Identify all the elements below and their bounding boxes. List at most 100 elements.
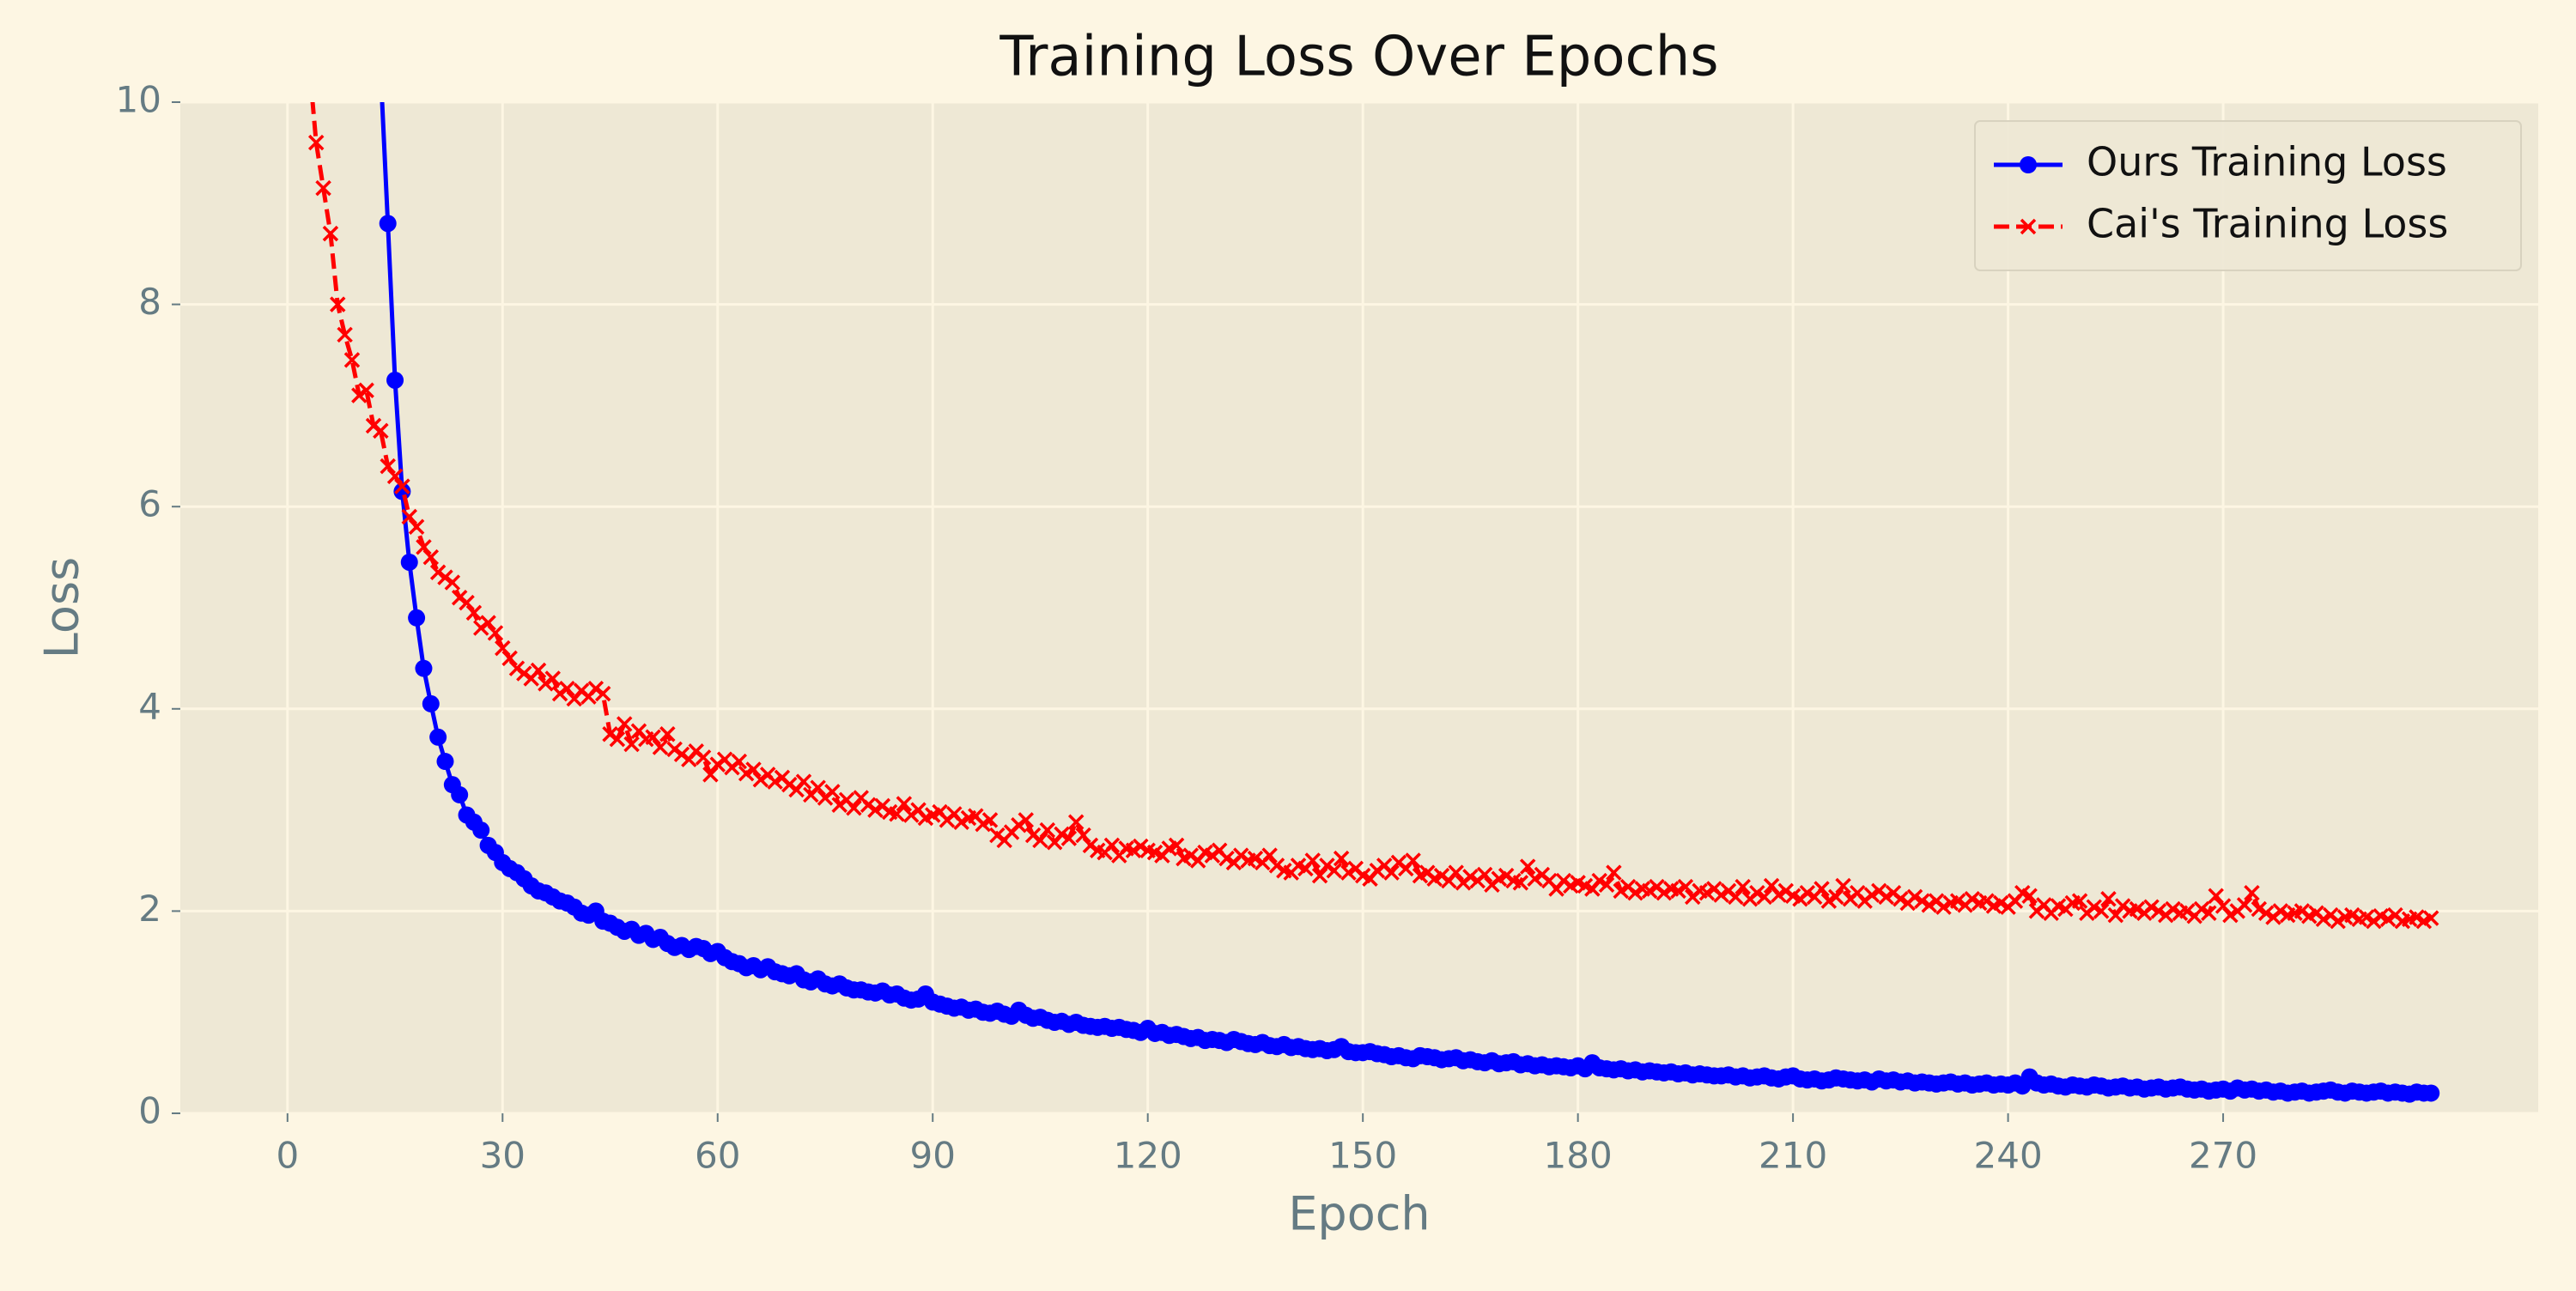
x-tick-label: 210 [1759, 1135, 1827, 1177]
x-marker [1814, 881, 1830, 897]
x-marker [386, 468, 404, 485]
x-marker [1598, 876, 1615, 894]
x-marker [480, 615, 496, 631]
x-marker [422, 549, 440, 566]
x-marker [343, 352, 361, 368]
y-axis-label: Loss [35, 557, 89, 658]
legend-box [1974, 120, 2522, 271]
y-tick-label: 10 [116, 79, 161, 121]
x-marker [609, 730, 626, 748]
x-marker [2021, 888, 2038, 904]
x-marker [1448, 864, 1464, 881]
ticks: 0 30 60 90 120 150 180 210 240 270 0 2 4 6 8 10 [116, 79, 2258, 1177]
point-marker [386, 371, 404, 389]
x-marker [1677, 878, 1694, 895]
x-marker [1311, 867, 1328, 884]
x-marker [1018, 812, 1035, 828]
point-marker [429, 728, 447, 746]
series-group [379, 102, 2440, 1103]
x-marker [1606, 864, 1622, 881]
x-marker [1827, 888, 1844, 906]
x-marker [1512, 875, 1529, 891]
point-marker [451, 785, 469, 803]
x-marker [2422, 910, 2439, 926]
x-marker [1756, 888, 1772, 906]
x-marker [380, 458, 396, 475]
x-marker [2208, 888, 2224, 904]
series-group [307, 102, 2439, 930]
x-marker [444, 574, 461, 591]
x-marker [1326, 863, 1343, 879]
x-tick-label: 30 [480, 1135, 526, 1177]
x-marker [659, 726, 676, 742]
point-marker [472, 821, 490, 839]
point-marker [422, 694, 440, 712]
chart-title: Training Loss Over Epochs [999, 26, 1718, 89]
x-marker [559, 681, 575, 697]
x-marker [487, 625, 504, 641]
point-marker [2020, 156, 2037, 173]
x-marker [1168, 837, 1185, 854]
x-marker [731, 753, 748, 770]
x-tick-label: 150 [1328, 1135, 1397, 1177]
x-marker [465, 604, 483, 621]
x-marker [315, 179, 331, 197]
x-marker [2071, 893, 2088, 909]
x-tick-label: 0 [276, 1135, 299, 1177]
x-marker [1835, 877, 1851, 894]
x-tick-label: 180 [1544, 1135, 1613, 1177]
x-marker [501, 650, 518, 667]
x-marker [416, 539, 432, 555]
x-marker [1261, 847, 1278, 864]
x-marker [1405, 852, 1421, 869]
y-tick-label: 0 [138, 1090, 161, 1132]
x-marker [2236, 897, 2253, 913]
x-marker [1383, 864, 1400, 881]
x-marker [1735, 878, 1751, 895]
x-marker [1728, 888, 1744, 906]
x-marker [1032, 832, 1048, 849]
x-marker [2020, 218, 2037, 235]
x-marker [1067, 814, 1084, 830]
x-marker [1519, 858, 1536, 875]
y-tick-label: 6 [138, 483, 161, 525]
series-layer [307, 102, 2440, 1103]
grid [180, 100, 2538, 1115]
x-tick-label: 120 [1114, 1135, 1182, 1177]
x-tick-label: 90 [910, 1135, 956, 1177]
x-marker [459, 594, 475, 611]
legend: Ours Training Loss Cai's Training Loss [1974, 120, 2522, 271]
x-marker [896, 796, 913, 812]
x-marker [2201, 905, 2217, 921]
x-marker [530, 662, 547, 679]
x-marker [495, 639, 511, 657]
x-marker [373, 422, 389, 439]
x-marker [401, 508, 417, 525]
point-marker [400, 553, 418, 571]
x-marker [1075, 827, 1091, 844]
y-tick-label: 4 [138, 685, 161, 727]
x-tick-label: 240 [1974, 1135, 2043, 1177]
x-marker [1060, 830, 1078, 846]
point-marker [2422, 1084, 2440, 1102]
x-marker [824, 784, 841, 800]
x-tick-label: 60 [695, 1135, 740, 1177]
x-marker [889, 806, 905, 822]
x-marker [645, 729, 661, 746]
legend-label: Ours Training Loss [2087, 139, 2447, 185]
x-marker [2244, 884, 2260, 901]
x-marker [810, 779, 826, 796]
point-marker [408, 609, 426, 627]
x-marker [544, 670, 561, 687]
point-marker [379, 215, 397, 233]
x-marker [408, 518, 425, 535]
x-marker [616, 716, 633, 732]
legend-label: Cai's Training Loss [2087, 201, 2448, 247]
x-marker [2100, 891, 2117, 907]
point-marker [415, 659, 433, 677]
x-marker [695, 749, 712, 766]
x-marker [322, 225, 339, 242]
x-marker [1333, 850, 1350, 867]
